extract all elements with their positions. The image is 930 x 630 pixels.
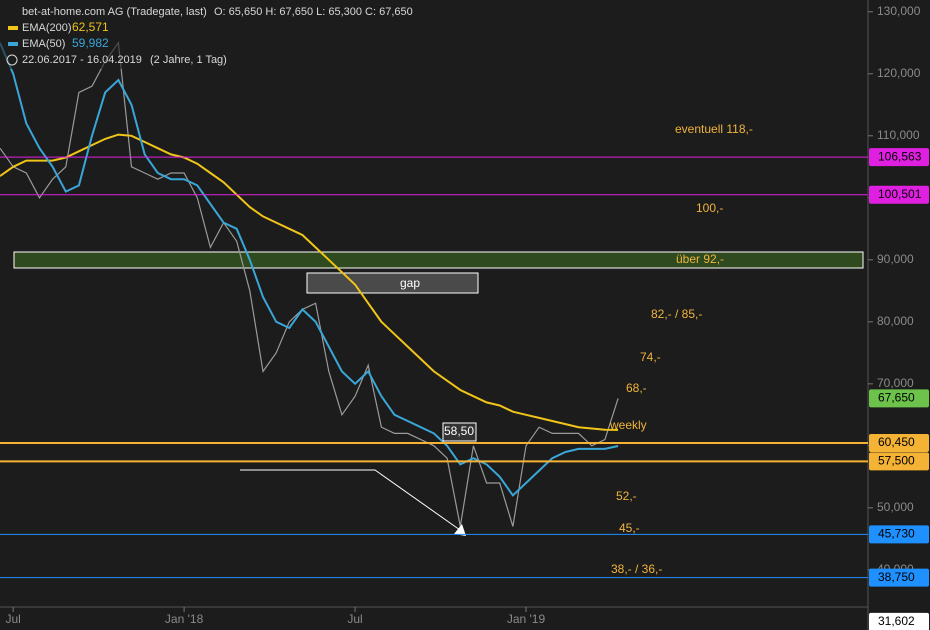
marker-box [442,422,477,442]
annotation: eventuell 118,- [675,122,753,136]
x-tick-label: Jan '19 [507,612,546,626]
legend-label: EMA(50) [22,38,65,50]
series-line [0,42,619,497]
clock-icon [6,54,18,66]
y-tick-label: 90,000 [877,252,914,266]
y-tick-label: 130,000 [877,4,921,18]
marker-label: 58,50 [444,424,474,438]
annotation: 52,- [616,489,637,503]
header-period: 22.06.2017 - 16.04.2019 [22,54,142,66]
level-label: 106,563 [878,149,922,163]
annotation: 82,- / 85,- [651,307,702,321]
annotation: 68,- [626,381,647,395]
level-box [869,525,929,544]
x-tick-label: Jul [5,612,20,626]
header-quote: O: 65,650 H: 67,650 L: 65,300 C: 67,650 [214,6,413,18]
series-line [0,133,619,431]
gap-box [306,272,479,294]
y-tick-label: 70,000 [877,376,914,390]
level-label: 67,650 [878,391,915,405]
legend-swatch [8,42,18,46]
arrow-head [454,524,466,536]
level-box [869,452,929,471]
annotation: 74,- [640,350,661,364]
legend-value: 62,571 [72,20,109,34]
y-tick-label: 120,000 [877,66,921,80]
level-label: 38,750 [878,570,915,584]
level-label: 31,602 [878,614,915,628]
level-label: 45,730 [878,526,915,540]
y-tick-label: 80,000 [877,314,914,328]
gap-label: gap [400,276,420,290]
header-title: bet-at-home.com AG (Tradegate, last) [22,6,207,18]
level-box [869,434,929,453]
x-tick-label: Jul [347,612,362,626]
level-box [869,185,929,204]
annotation: weekly [609,418,647,432]
arrow [240,469,461,531]
x-tick-label: Jan '18 [165,612,204,626]
level-label: 100,501 [878,187,922,201]
header-bg [0,3,430,69]
level-label: 60,450 [878,435,915,449]
level-box [869,389,929,408]
annotation: 45,- [619,521,640,535]
legend-value: 59,982 [72,36,109,50]
annotation: 38,- / 36,- [611,562,662,576]
level-box [869,148,929,167]
level-box [869,612,929,630]
resistance-zone [13,251,864,269]
header-period-note: (2 Jahre, 1 Tag) [150,54,227,66]
y-tick-label: 50,000 [877,500,914,514]
level-label: 57,500 [878,454,915,468]
y-tick-label: 110,000 [877,128,920,142]
legend-label: EMA(200) [22,22,72,34]
level-box [869,568,929,587]
annotation: über 92,- [676,252,724,266]
annotation: 100,- [696,201,723,215]
legend-swatch [8,26,18,30]
